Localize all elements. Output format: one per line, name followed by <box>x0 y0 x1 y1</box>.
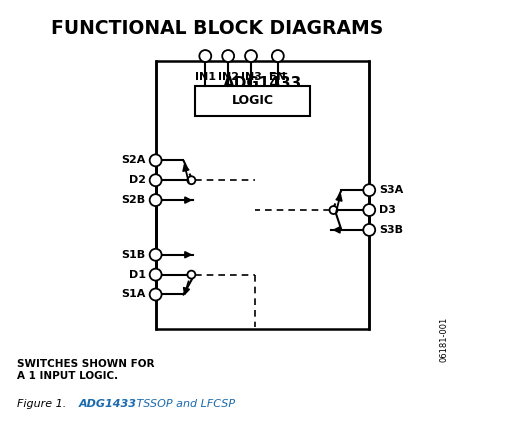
Text: LOGIC: LOGIC <box>231 94 274 107</box>
Text: D1: D1 <box>129 270 145 280</box>
Circle shape <box>149 288 162 301</box>
Text: 06181-001: 06181-001 <box>439 317 448 362</box>
Circle shape <box>245 50 257 62</box>
Circle shape <box>149 194 162 206</box>
Circle shape <box>149 174 162 186</box>
Text: IN1: IN1 <box>195 72 216 82</box>
Circle shape <box>363 184 375 196</box>
Text: ADG1433: ADG1433 <box>79 399 137 409</box>
Text: Figure 1.: Figure 1. <box>17 399 69 409</box>
Text: S2A: S2A <box>121 155 145 165</box>
Circle shape <box>149 155 162 166</box>
Circle shape <box>363 224 375 236</box>
Text: FUNCTIONAL BLOCK DIAGRAMS: FUNCTIONAL BLOCK DIAGRAMS <box>51 19 383 38</box>
Text: S2B: S2B <box>122 195 145 205</box>
Circle shape <box>222 50 234 62</box>
Text: SWITCHES SHOWN FOR
A 1 INPUT LOGIC.: SWITCHES SHOWN FOR A 1 INPUT LOGIC. <box>17 359 154 381</box>
Text: IN3: IN3 <box>240 72 262 82</box>
Circle shape <box>149 249 162 261</box>
Text: TSSOP and LFCSP: TSSOP and LFCSP <box>133 399 235 409</box>
Text: EN: EN <box>269 72 286 82</box>
Circle shape <box>363 204 375 216</box>
Circle shape <box>329 206 337 214</box>
Text: S1A: S1A <box>121 290 145 300</box>
Text: ADG1433: ADG1433 <box>223 76 302 91</box>
Bar <box>195 86 310 116</box>
Text: IN2: IN2 <box>218 72 239 82</box>
Text: D3: D3 <box>379 205 396 215</box>
Circle shape <box>272 50 284 62</box>
Bar <box>156 61 369 329</box>
Text: S3B: S3B <box>379 225 403 235</box>
Text: D2: D2 <box>129 175 145 185</box>
Circle shape <box>199 50 211 62</box>
Circle shape <box>187 176 195 184</box>
Circle shape <box>187 271 195 278</box>
Text: S3A: S3A <box>379 185 403 195</box>
Text: S1B: S1B <box>122 250 145 260</box>
Circle shape <box>149 268 162 281</box>
